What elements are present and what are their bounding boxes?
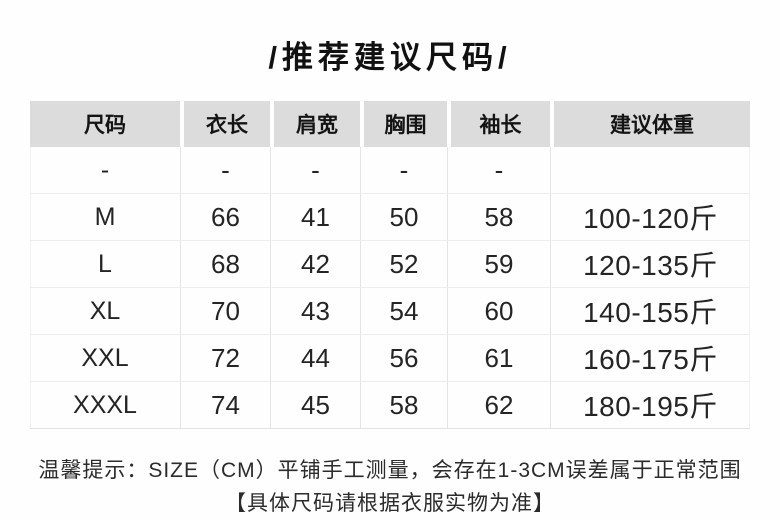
table-cell: -	[270, 147, 360, 193]
table-cell: 68	[180, 241, 270, 287]
column-header-size: 尺码	[30, 101, 180, 147]
column-header-sleeve: 袖长	[447, 101, 550, 147]
table-body: - - - - - M 66 41 50 58 100-120斤 L 68 42…	[30, 147, 750, 429]
table-cell: 52	[360, 241, 447, 287]
table-cell: M	[94, 202, 116, 231]
table-cell: -	[447, 147, 550, 193]
table-cell: 54	[360, 288, 447, 334]
footer-note-line2: 【具体尺码请根据衣服实物为准】	[225, 492, 555, 515]
table-row-xxxl: XXXL 74 45 58 62 180-195斤	[30, 381, 750, 428]
table-cell: L	[98, 249, 112, 278]
table-cell: 74	[180, 382, 270, 428]
table-row-xl: XL 70 43 54 60 140-155斤	[30, 287, 750, 334]
table-header-row: 尺码 衣长 肩宽 胸围 袖长 建议体重	[30, 101, 750, 147]
table-cell: -	[180, 147, 270, 193]
table-cell: 44	[270, 335, 360, 381]
footer-note: 温馨提示：SIZE（CM）平铺手工测量，会存在1-3CM误差属于正常范围 【具体…	[0, 454, 780, 520]
table-cell: XXXL	[73, 390, 137, 419]
table-cell: 45	[270, 382, 360, 428]
table-row-placeholder: - - - - -	[30, 147, 750, 193]
table-cell: 43	[270, 288, 360, 334]
table-cell: -	[360, 147, 447, 193]
size-table: 尺码 衣长 肩宽 胸围 袖长 建议体重 - - - - - M 66 41 50…	[30, 101, 750, 429]
table-row-xxl: XXL 72 44 56 61 160-175斤	[30, 334, 750, 381]
table-cell: 42	[270, 241, 360, 287]
table-cell: -	[100, 155, 110, 184]
column-header-shoulder: 肩宽	[270, 101, 360, 147]
table-cell	[550, 147, 750, 193]
table-cell: 60	[447, 288, 550, 334]
table-cell: 120-135斤	[550, 241, 750, 287]
table-cell: 58	[447, 194, 550, 240]
table-cell: 56	[360, 335, 447, 381]
column-header-weight: 建议体重	[550, 101, 750, 147]
table-cell: 41	[270, 194, 360, 240]
column-header-chest: 胸围	[360, 101, 447, 147]
table-cell: 72	[180, 335, 270, 381]
table-cell: 58	[360, 382, 447, 428]
table-cell: 50	[360, 194, 447, 240]
table-cell: 62	[447, 382, 550, 428]
table-cell: 59	[447, 241, 550, 287]
table-cell: 100-120斤	[550, 194, 750, 240]
page-title: /推荐建议尺码/	[268, 40, 512, 75]
table-cell: 66	[180, 194, 270, 240]
table-row-m: M 66 41 50 58 100-120斤	[30, 193, 750, 240]
column-header-length: 衣长	[180, 101, 270, 147]
table-cell: 180-195斤	[550, 382, 750, 428]
table-cell: XXL	[81, 343, 129, 372]
table-cell: 160-175斤	[550, 335, 750, 381]
table-cell: 61	[447, 335, 550, 381]
footer-note-line1: 温馨提示：SIZE（CM）平铺手工测量，会存在1-3CM误差属于正常范围	[38, 459, 742, 482]
table-cell: 140-155斤	[550, 288, 750, 334]
table-cell: XL	[89, 296, 121, 325]
table-cell: 70	[180, 288, 270, 334]
table-row-l: L 68 42 52 59 120-135斤	[30, 240, 750, 287]
